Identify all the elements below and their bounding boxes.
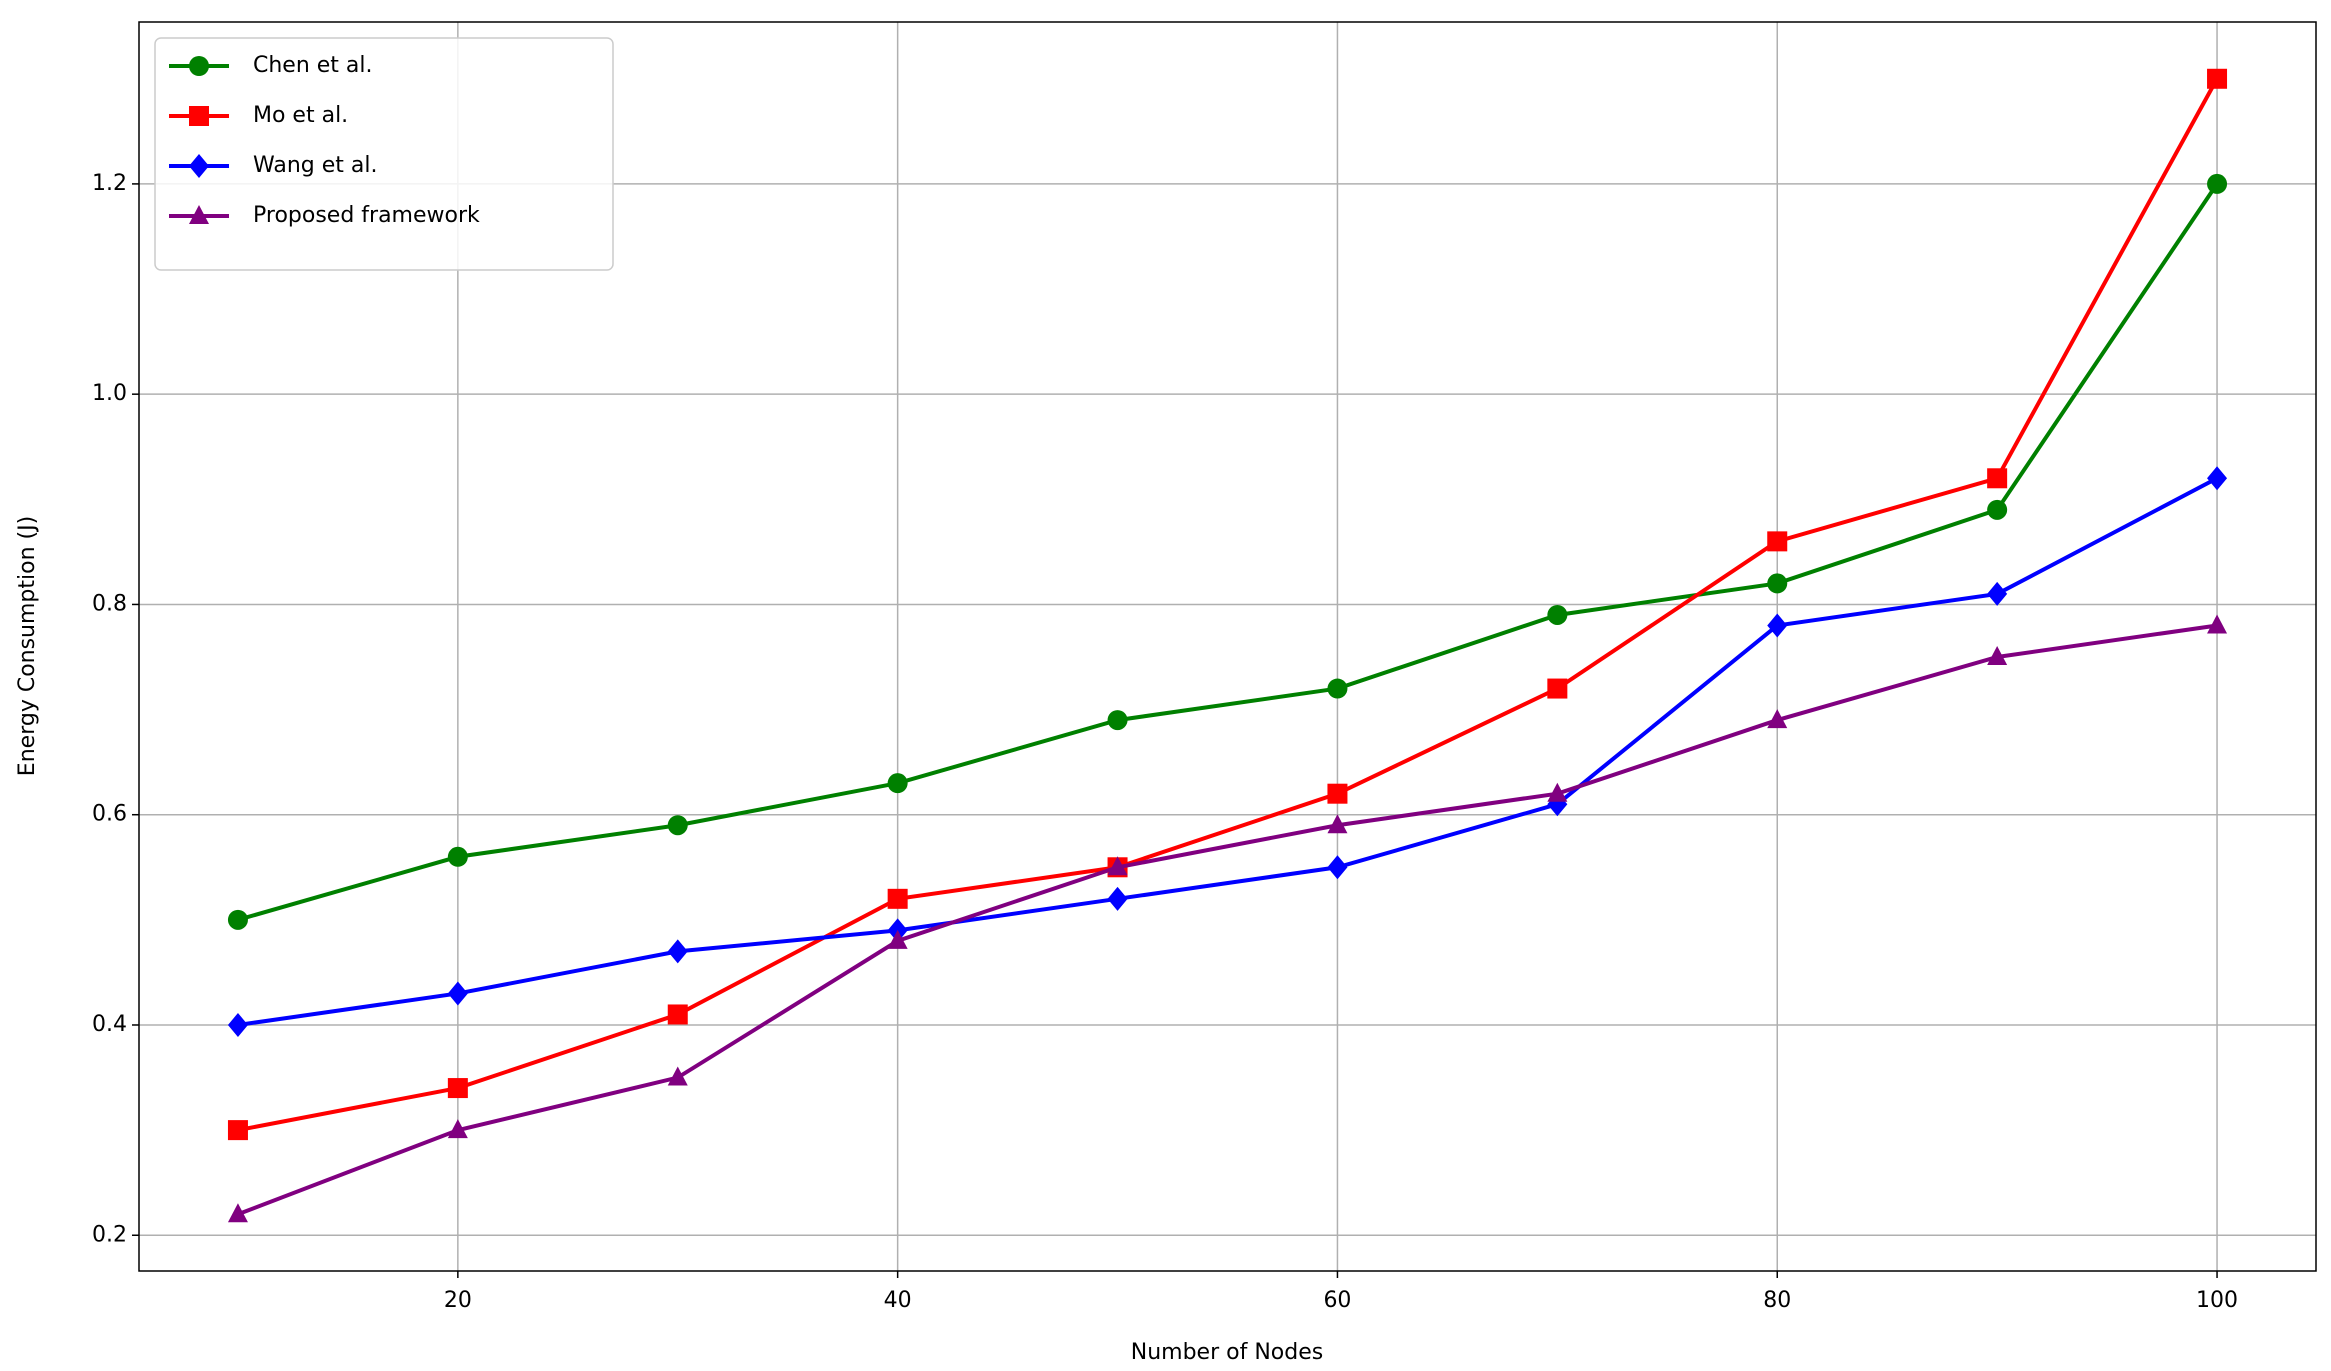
marker <box>1547 678 1568 699</box>
plot-frame <box>138 21 2317 1272</box>
series-line <box>237 476 2218 1027</box>
marker <box>227 1012 248 1037</box>
marker <box>1327 855 1348 880</box>
marker <box>2207 68 2228 89</box>
marker <box>667 1066 688 1086</box>
y-tick-label: 1.2 <box>92 171 127 196</box>
marker <box>1987 581 2008 606</box>
legend-marker <box>189 154 209 178</box>
marker <box>887 773 908 794</box>
y-tick-label: 0.2 <box>92 1222 127 1247</box>
marker <box>227 1203 248 1223</box>
series-line <box>237 182 2219 922</box>
x-tick-label: 100 <box>2196 1288 2238 1313</box>
marker <box>1327 783 1348 804</box>
marker <box>2207 614 2228 634</box>
marker <box>1547 604 1568 625</box>
legend-label: Chen et al. <box>253 53 373 78</box>
marker <box>667 815 688 836</box>
x-tick-label: 40 <box>884 1288 912 1313</box>
marker <box>1107 710 1128 731</box>
marker <box>887 929 908 949</box>
marker <box>1767 531 1788 552</box>
legend-box <box>154 37 614 271</box>
y-tick-label: 0.4 <box>92 1012 127 1037</box>
legend: Chen et al. Mo et al. Wang et al. Proposed … <box>154 37 614 271</box>
x-tick-label: 20 <box>444 1288 472 1313</box>
marker <box>2207 466 2228 491</box>
marker <box>447 846 468 867</box>
x-axis-label: Number of Nodes <box>1131 1340 1323 1365</box>
marker <box>1987 468 2008 489</box>
marker <box>227 909 248 930</box>
y-axis-label: Energy Consumption (J) <box>15 516 40 776</box>
marker <box>667 1004 688 1025</box>
marker <box>1987 646 2008 666</box>
marker <box>1987 499 2008 520</box>
y-tick-label: 0.8 <box>92 591 127 616</box>
series-line <box>237 623 2218 1217</box>
marker <box>447 1078 468 1099</box>
legend-marker <box>189 106 209 126</box>
marker <box>1547 782 1568 802</box>
marker <box>1107 856 1128 876</box>
x-tick-label: 80 <box>1763 1288 1791 1313</box>
marker <box>667 939 688 964</box>
x-tick-label: 60 <box>1323 1288 1351 1313</box>
marker <box>1327 678 1348 699</box>
marker <box>447 981 468 1006</box>
marker <box>1327 814 1348 834</box>
series-line <box>237 77 2219 1133</box>
marker <box>227 1120 248 1141</box>
legend-marker <box>189 205 209 224</box>
marker <box>447 1119 468 1139</box>
y-tick-label: 1.0 <box>92 381 127 406</box>
legend-label: Proposed framework <box>253 203 480 228</box>
y-tick-label: 0.6 <box>92 802 127 827</box>
legend-label: Mo et al. <box>253 103 348 128</box>
marker <box>887 888 908 909</box>
marker <box>1767 573 1788 594</box>
marker <box>1107 886 1128 911</box>
marker <box>1767 613 1788 638</box>
legend-label: Wang et al. <box>253 153 377 178</box>
legend-marker <box>189 56 209 76</box>
marker <box>2207 173 2228 194</box>
marker <box>1767 709 1788 729</box>
